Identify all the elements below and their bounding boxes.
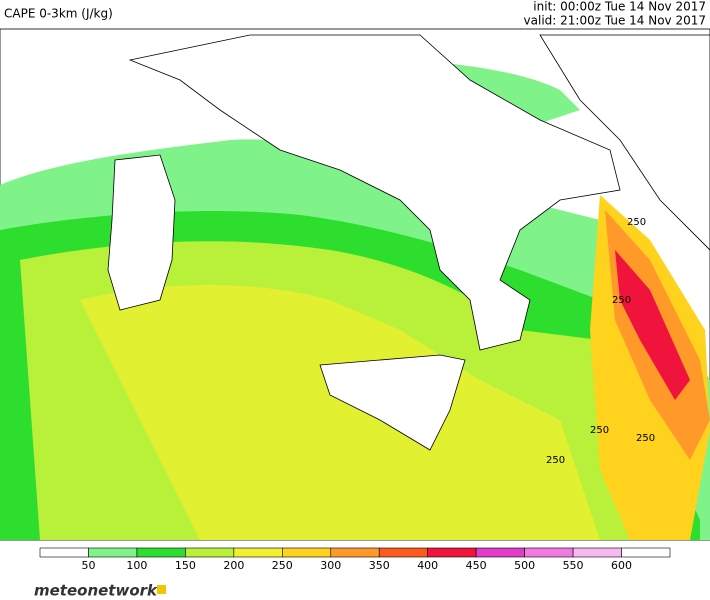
contour-label: 250 <box>590 425 609 436</box>
contour-label: 250 <box>636 433 655 444</box>
colorbar-label: 100 <box>126 559 147 572</box>
italy <box>128 34 621 351</box>
field-200 <box>80 285 600 540</box>
colorbar: 50 100 150 200 250 300 350 400 450 500 550 600 <box>39 547 671 572</box>
colorbar-swatch <box>572 547 622 558</box>
contour-label: 250 <box>612 295 631 306</box>
colorbar-label: 50 <box>81 559 95 572</box>
colorbar-swatch <box>475 547 525 558</box>
colorbar-label: 250 <box>272 559 293 572</box>
colorbar-label: 400 <box>417 559 438 572</box>
colorbar-label: 600 <box>611 559 632 572</box>
colorbar-label: 200 <box>223 559 244 572</box>
colorbar-label: 550 <box>563 559 584 572</box>
colorbar-swatch <box>524 547 574 558</box>
logo: meteonetwork <box>34 582 158 600</box>
colorbar-label: 150 <box>175 559 196 572</box>
colorbar-label: 450 <box>466 559 487 572</box>
sicily <box>319 354 466 451</box>
logo-square <box>157 585 166 594</box>
colorbar-swatch <box>330 547 380 558</box>
colorbar-swatch <box>185 547 235 558</box>
colorbar-swatch <box>282 547 332 558</box>
colorbar-label: 350 <box>369 559 390 572</box>
init-time: init: 00:00z Tue 14 Nov 2017 <box>533 0 706 14</box>
contour-label: 250 <box>627 217 646 228</box>
colorbar-swatch <box>88 547 138 558</box>
colorbar-label: 500 <box>514 559 535 572</box>
colorbar-swatch <box>136 547 186 558</box>
colorbar-label: 300 <box>320 559 341 572</box>
contour-label: 250 <box>546 455 565 466</box>
balkans <box>539 34 710 251</box>
field-400 <box>615 250 690 400</box>
sardinia <box>107 154 176 311</box>
map-title: CAPE 0-3km (J/kg) <box>4 7 113 21</box>
colorbar-swatch <box>39 547 89 558</box>
colorbar-swatch <box>621 547 671 558</box>
map: 250 250 250 250 250 <box>0 28 710 541</box>
colorbar-swatch <box>378 547 428 558</box>
colorbar-swatch <box>427 547 477 558</box>
valid-time: valid: 21:00z Tue 14 Nov 2017 <box>524 14 706 28</box>
colorbar-swatch <box>233 547 283 558</box>
